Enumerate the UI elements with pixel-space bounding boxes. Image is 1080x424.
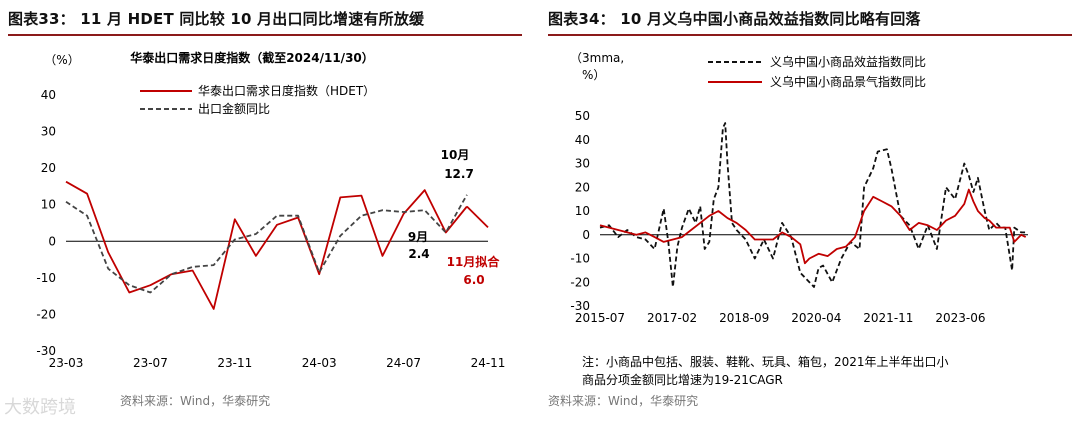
- annotation-oct-label: 10月: [441, 148, 470, 162]
- left-y-tick-label: 30: [41, 125, 56, 139]
- left-x-tick-label: 24-11: [471, 356, 506, 370]
- left-y-tick-label: 0: [48, 234, 56, 248]
- right-series-line-1: [599, 188, 1027, 265]
- right-y-axis-label-line2: %）: [582, 68, 605, 82]
- left-y-tick-label: -10: [36, 271, 56, 285]
- right-y-tick-label: 30: [575, 157, 590, 171]
- right-y-tick-label: 40: [575, 133, 590, 147]
- left-annotations: 10月 12.7 9月 2.4 11月拟合 6.0: [408, 148, 501, 287]
- right-title-rule: [548, 34, 1072, 36]
- right-x-tick-label: 2015-07: [575, 311, 625, 325]
- left-y-tick-label: 10: [41, 198, 56, 212]
- right-y-tick-label: 20: [575, 180, 590, 194]
- right-source: 资料来源：Wind，华泰研究: [548, 394, 699, 408]
- right-x-axis-ticks: 2015-07 2017-02 2018-09 2020-04 2021-11 2023-…: [575, 311, 986, 325]
- right-x-tick-label: 2018-09: [719, 311, 769, 325]
- left-y-tick-label: -20: [36, 307, 56, 321]
- left-legend-label-export: 出口金额同比: [198, 101, 270, 116]
- right-y-axis-label-line1: （3mma,: [570, 51, 624, 65]
- left-legend: 华泰出口需求日度指数（HDET） 出口金额同比: [140, 83, 375, 116]
- left-y-axis-label: （%）: [44, 53, 79, 67]
- left-figure-panel: 图表33： 11 月 HDET 同比较 10 月出口同比增速有所放缓 华泰出口需…: [0, 0, 528, 424]
- right-figure-panel: 图表34： 10 月义乌中国小商品效益指数同比略有回落 （3mma, %） 50…: [540, 0, 1080, 424]
- left-title-rule: [8, 34, 522, 36]
- annotation-nov-fit-value: 6.0: [463, 273, 484, 287]
- annotation-oct-value: 12.7: [444, 167, 474, 181]
- right-figure-title: 图表34： 10 月义乌中国小商品效益指数同比略有回落: [548, 10, 921, 28]
- right-x-tick-label: 2017-02: [647, 311, 697, 325]
- left-y-tick-label: 20: [41, 161, 56, 175]
- right-x-tick-label: 2020-04: [791, 311, 841, 325]
- left-x-tick-label: 24-03: [302, 356, 337, 370]
- right-note-line1: 注：小商品中包括、服装、鞋靴、玩具、箱包，2021年上半年出口小: [582, 354, 949, 369]
- right-y-tick-label: -30: [570, 299, 590, 313]
- right-legend-label-prosperity: 义乌中国小商品景气指数同比: [770, 74, 926, 89]
- right-series-line-0: [599, 122, 1026, 288]
- left-x-tick-label: 23-11: [217, 356, 252, 370]
- annotation-sep-value: 2.4: [408, 247, 429, 261]
- left-source: 资料来源：Wind，华泰研究: [120, 394, 271, 408]
- left-x-tick-label: 23-07: [133, 356, 168, 370]
- right-y-tick-label: 0: [582, 228, 590, 242]
- watermark: 大数跨境: [4, 397, 76, 418]
- left-forecast-segment: [466, 205, 489, 229]
- left-chart-title: 华泰出口需求日度指数（截至2024/11/30）: [130, 50, 374, 65]
- left-legend-label-hdet: 华泰出口需求日度指数（HDET）: [198, 83, 375, 98]
- left-figure-title: 图表33： 11 月 HDET 同比较 10 月出口同比增速有所放缓: [8, 10, 425, 28]
- right-y-tick-label: 50: [575, 109, 590, 123]
- left-y-tick-label: -30: [36, 344, 56, 358]
- left-series-line-1: [65, 194, 468, 294]
- right-legend: 义乌中国小商品效益指数同比 义乌中国小商品景气指数同比: [708, 54, 926, 89]
- right-legend-label-benefit: 义乌中国小商品效益指数同比: [770, 54, 926, 69]
- right-y-tick-label: -20: [570, 275, 590, 289]
- left-x-axis-ticks: 23-03 23-07 23-11 24-03 24-07 24-11: [49, 356, 506, 370]
- left-y-axis-ticks: 40 30 20 10 0 -10 -20 -30: [36, 88, 56, 358]
- right-note-line2: 商品分项金额同比增速为19-21CAGR: [582, 372, 783, 387]
- left-x-tick-label: 24-07: [386, 356, 421, 370]
- left-series-line-0: [65, 180, 468, 310]
- left-x-tick-label: 23-03: [49, 356, 84, 370]
- left-y-tick-label: 40: [41, 88, 56, 102]
- annotation-sep-label: 9月: [408, 230, 428, 244]
- right-x-tick-label: 2023-06: [935, 311, 985, 325]
- right-series-group: [599, 122, 1027, 288]
- right-y-axis-ticks: 50 40 30 20 10 0 -10 -20 -30: [570, 109, 590, 313]
- left-series-group: [65, 180, 489, 310]
- right-x-tick-label: 2021-11: [863, 311, 913, 325]
- left-chart: 华泰出口需求日度指数（截至2024/11/30） （%） 40 30 20 10 0 -1…: [36, 50, 506, 370]
- right-y-tick-label: -10: [570, 252, 590, 266]
- right-y-tick-label: 10: [575, 204, 590, 218]
- annotation-nov-fit-label: 11月拟合: [447, 254, 501, 269]
